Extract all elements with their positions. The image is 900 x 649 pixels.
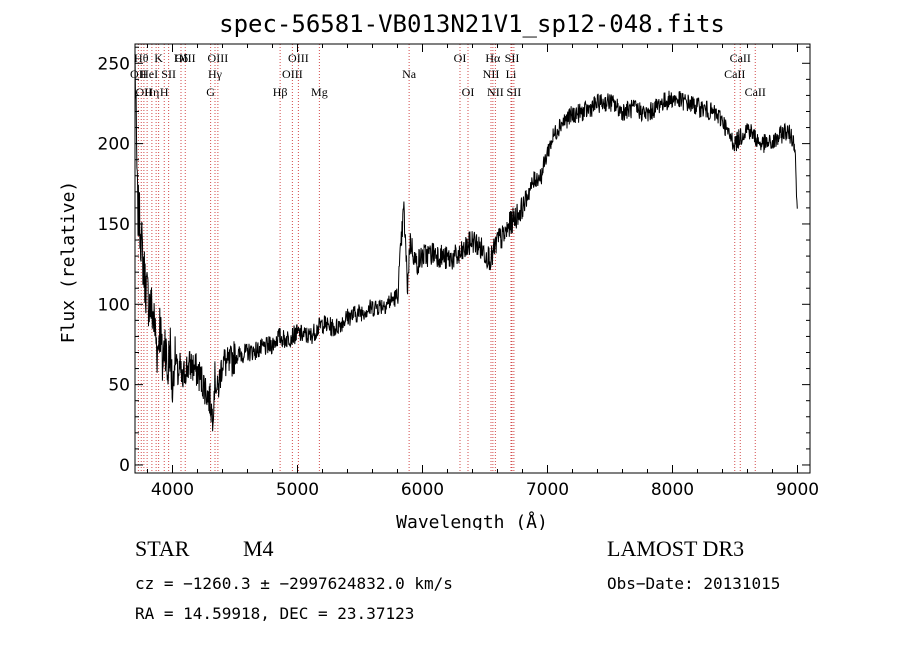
x-tick-label: 5000 xyxy=(276,480,319,500)
object-subclass: M4 xyxy=(243,536,274,561)
y-axis-label: Flux (relative) xyxy=(58,181,79,344)
y-tick-label: 200 xyxy=(98,135,130,155)
y-tick-label: 250 xyxy=(98,54,130,74)
spectral-line-label: OIII xyxy=(208,51,229,65)
spectral-line-label: CaII xyxy=(745,85,766,99)
y-tick-label: 150 xyxy=(98,215,130,235)
x-axis-label: Wavelength (Å) xyxy=(396,511,548,530)
axes: 4000 5000 6000 7000 8000 9000 0 50 100 150 200 250 xyxy=(98,44,819,500)
spectral-line-label: Hα xyxy=(485,51,501,65)
x-tick-label: 6000 xyxy=(401,480,444,500)
spectral-line-label: G xyxy=(206,85,215,99)
line-labels: OIIHθOIIHeHηIKHSIIHδOIIIGHγOIIIHβOIIIOII… xyxy=(130,51,766,99)
x-tick-label: 8000 xyxy=(651,480,694,500)
spectral-line-label: H xyxy=(160,85,169,99)
spectral-line-label: NII xyxy=(487,85,504,99)
spectral-line-label: SII xyxy=(507,85,522,99)
spectral-line-markers xyxy=(137,44,756,473)
x-tick-label: 7000 xyxy=(526,480,569,500)
coordinates-readout: RA = 14.59918, DEC = 23.37123 xyxy=(135,604,415,623)
spectral-line-label: OI xyxy=(462,85,475,99)
y-tick-label: 100 xyxy=(98,295,130,315)
spectral-line-label: OIII xyxy=(175,51,196,65)
spectrum-chart: spec-56581-VB013N21V1_sp12-048.fits 4000… xyxy=(58,10,819,530)
y-tick-label: 50 xyxy=(108,376,130,396)
spectral-line-label: CaII xyxy=(730,51,751,65)
spectral-line-label: He xyxy=(140,67,154,81)
spectral-line-label: Hθ xyxy=(134,51,149,65)
spectral-line-label: OII xyxy=(136,85,153,99)
y-tick-label: 0 xyxy=(119,456,130,476)
spectral-line-label: Hδ xyxy=(174,51,189,65)
spectral-line-label: K xyxy=(154,51,163,65)
spectral-line-label: OIII xyxy=(288,51,309,65)
spectral-line-label: CaII xyxy=(724,67,745,81)
spectral-line-label: OI xyxy=(454,51,467,65)
spectral-line-label: OIII xyxy=(282,67,303,81)
survey-name: LAMOST DR3 xyxy=(607,536,745,561)
redshift-readout: cz = −1260.3 ± −2997624832.0 km/s xyxy=(135,574,453,593)
spectral-line-label: Hβ xyxy=(273,85,288,99)
spectral-line-label: OII xyxy=(130,67,147,81)
x-tick-label: 9000 xyxy=(776,480,819,500)
plot-frame xyxy=(134,43,811,474)
spectral-line-label: Li xyxy=(506,67,517,81)
object-class: STAR xyxy=(135,536,190,561)
spectral-line-label: Mg xyxy=(311,85,328,99)
observation-date: Obs−Date: 20131015 xyxy=(607,574,781,593)
chart-title: spec-56581-VB013N21V1_sp12-048.fits xyxy=(219,10,725,38)
spectral-line-label: I xyxy=(154,67,158,81)
spectral-line-label: SII xyxy=(505,51,520,65)
spectral-line-label: SII xyxy=(161,67,176,81)
spectral-line-label: Hγ xyxy=(208,67,223,81)
spectral-line-label: Na xyxy=(402,67,417,81)
flux-series-line xyxy=(134,49,798,432)
x-tick-label: 4000 xyxy=(151,480,194,500)
spectral-line-label: NII xyxy=(483,67,500,81)
spectral-line-label: Hη xyxy=(144,85,159,99)
